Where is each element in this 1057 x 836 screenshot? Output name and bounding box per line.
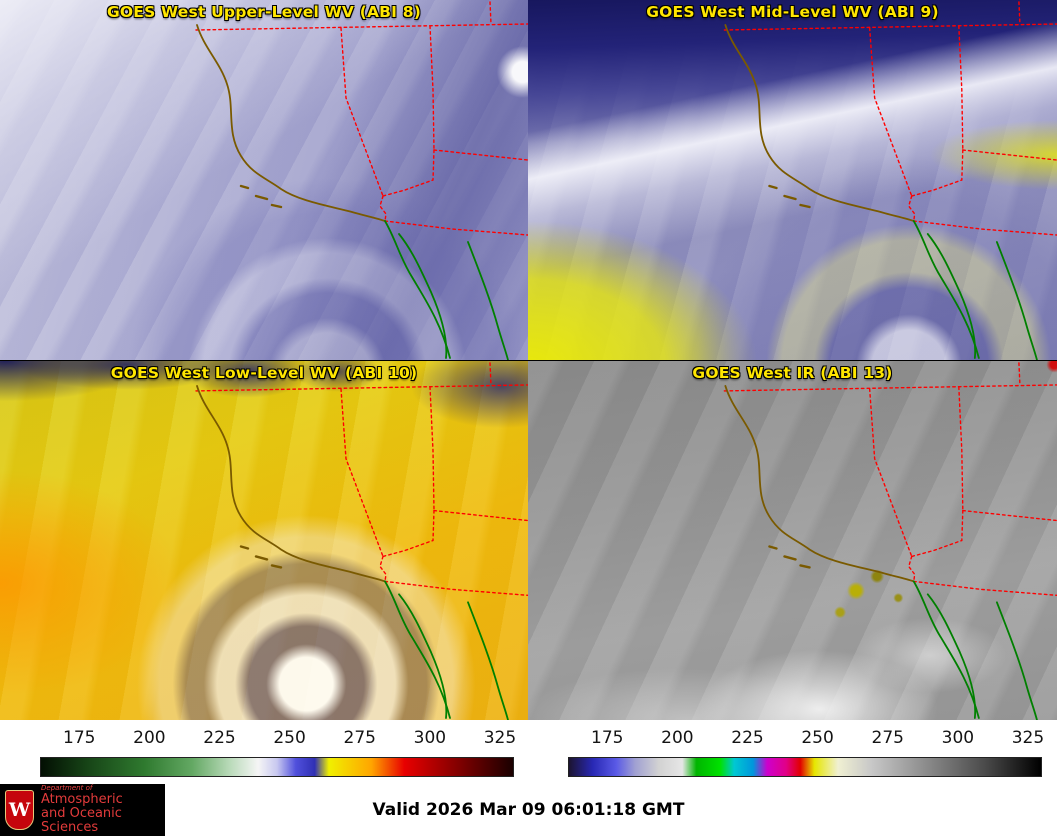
tick-label: 325	[483, 728, 517, 748]
map-boundaries-overlay	[194, 361, 528, 720]
panel-title-abi8: GOES West Upper-Level WV (ABI 8)	[106, 3, 422, 21]
colorbar-row: 175 200 225 250 275 300 325 175 200 225 …	[0, 720, 1057, 784]
wv-colorbar: 175 200 225 250 275 300 325	[40, 720, 517, 784]
uw-aos-logo: W Department of Atmospheric and Oceanic …	[0, 784, 165, 836]
tick-label: 250	[801, 728, 834, 748]
tick-label: 175	[63, 728, 96, 748]
map-boundaries-overlay	[194, 0, 528, 360]
panel-title-abi9: GOES West Mid-Level WV (ABI 9)	[646, 3, 939, 21]
tick-label: 300	[941, 728, 975, 748]
tick-label: 275	[871, 728, 904, 748]
panel-low-level-wv: GOES West Low-Level WV (ABI 10)	[0, 360, 528, 720]
crest-letter: W	[8, 799, 31, 821]
logo-text: Department of Atmospheric and Oceanic Sc…	[41, 785, 165, 835]
uw-crest-icon: W	[5, 790, 34, 830]
valid-timestamp: Valid 2026 Mar 09 06:01:18 GMT	[372, 800, 685, 820]
footer: W Department of Atmospheric and Oceanic …	[0, 784, 1057, 836]
tick-label: 325	[1011, 728, 1045, 748]
panel-ir: GOES West IR (ABI 13)	[528, 360, 1057, 720]
logo-dept-line2: and Oceanic Sciences	[41, 805, 122, 835]
tick-label: 225	[203, 728, 236, 748]
panel-mid-level-wv: GOES West Mid-Level WV (ABI 9)	[528, 0, 1057, 360]
tick-label: 275	[343, 728, 376, 748]
ir-colorbar-ticks: 175 200 225 250 275 300 325	[568, 720, 1045, 754]
tick-label: 175	[591, 728, 624, 748]
ir-colorbar: 175 200 225 250 275 300 325	[568, 720, 1045, 784]
logo-dept-line1: Atmospheric	[41, 791, 123, 807]
panel-upper-level-wv: GOES West Upper-Level WV (ABI 8)	[0, 0, 528, 360]
panel-title-abi10: GOES West Low-Level WV (ABI 10)	[110, 364, 418, 382]
wv-colorbar-ticks: 175 200 225 250 275 300 325	[40, 720, 517, 754]
tick-label: 300	[413, 728, 447, 748]
tick-label: 250	[273, 728, 306, 748]
map-boundaries-overlay	[723, 0, 1057, 360]
tick-label: 200	[133, 728, 166, 748]
map-boundaries-overlay	[723, 361, 1057, 720]
panel-grid: GOES West Upper-Level WV (ABI 8) GOES We…	[0, 0, 1057, 720]
logo-dept-prefix: Department of	[41, 784, 93, 793]
tick-label: 200	[661, 728, 694, 748]
panel-title-abi13: GOES West IR (ABI 13)	[692, 364, 893, 382]
tick-label: 225	[731, 728, 764, 748]
ir-colorbar-gradient	[568, 757, 1042, 777]
wv-colorbar-gradient	[40, 757, 514, 777]
